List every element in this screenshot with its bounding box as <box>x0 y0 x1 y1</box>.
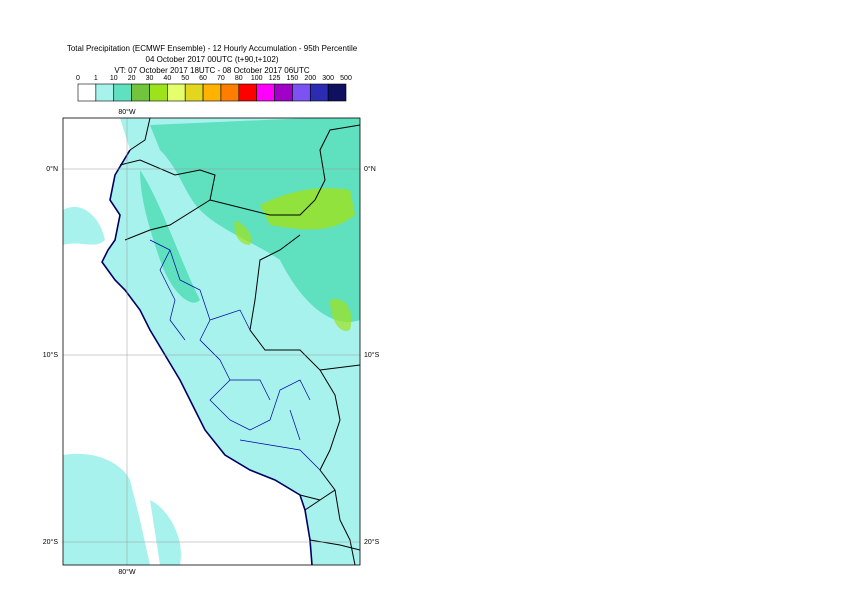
legend-label: 500 <box>340 75 352 82</box>
legend-swatch <box>327 83 347 102</box>
map <box>63 118 360 565</box>
legend-swatch <box>274 83 293 102</box>
valid-time: VT: 07 October 2017 18UTC - 08 October 2… <box>114 66 309 75</box>
legend-swatch <box>113 83 132 102</box>
legend-swatch <box>256 83 275 102</box>
legend-swatch <box>149 83 168 102</box>
lon-label: 80°W <box>118 568 136 576</box>
legend-swatch <box>292 83 311 102</box>
legend-label: 60 <box>199 75 207 82</box>
legend-swatch <box>131 83 150 102</box>
legend-label: 150 <box>287 75 299 82</box>
legend-label: 100 <box>251 75 263 82</box>
legend-label: 200 <box>304 75 316 82</box>
grid-labels: 0°N 0°N 10°S 10°S 20°S 20°S 80°W 80°W <box>43 108 380 576</box>
lat-label: 10°S <box>364 351 380 359</box>
legend-swatch <box>238 83 257 102</box>
lat-label: 0°N <box>364 165 376 173</box>
legend-swatch <box>184 83 204 102</box>
legend-label: 20 <box>128 75 136 82</box>
legend-label: 50 <box>181 75 189 82</box>
legend-label: 80 <box>235 75 243 82</box>
title: Total Precipitation (ECMWF Ensemble) - 1… <box>67 44 358 53</box>
legend-label: 40 <box>163 75 171 82</box>
lat-label: 20°S <box>43 538 59 546</box>
base-time: 04 October 2017 00UTC (t+90,t+102) <box>146 55 279 64</box>
lat-label: 10°S <box>43 351 59 359</box>
legend-swatch <box>309 83 329 102</box>
lat-label: 20°S <box>364 538 380 546</box>
legend-label: 1 <box>94 75 98 82</box>
legend-swatch <box>167 83 186 102</box>
legend-swatch <box>220 83 240 102</box>
legend-label: 300 <box>322 75 334 82</box>
legend-swatch <box>77 83 97 102</box>
legend-swatch <box>202 83 222 102</box>
lat-label: 0°N <box>46 165 58 173</box>
legend-label: 10 <box>110 75 118 82</box>
legend-label: 30 <box>146 75 154 82</box>
lon-label: 80°W <box>118 108 136 116</box>
map-frame <box>62 117 361 566</box>
legend-label: 70 <box>217 75 225 82</box>
legend-label: 125 <box>269 75 281 82</box>
legend-label: 0 <box>76 75 80 82</box>
legend-swatch <box>95 83 115 102</box>
legend: 0 1 10 20 30 40 50 60 70 80 100 125 150 200 300 500 <box>76 75 352 102</box>
